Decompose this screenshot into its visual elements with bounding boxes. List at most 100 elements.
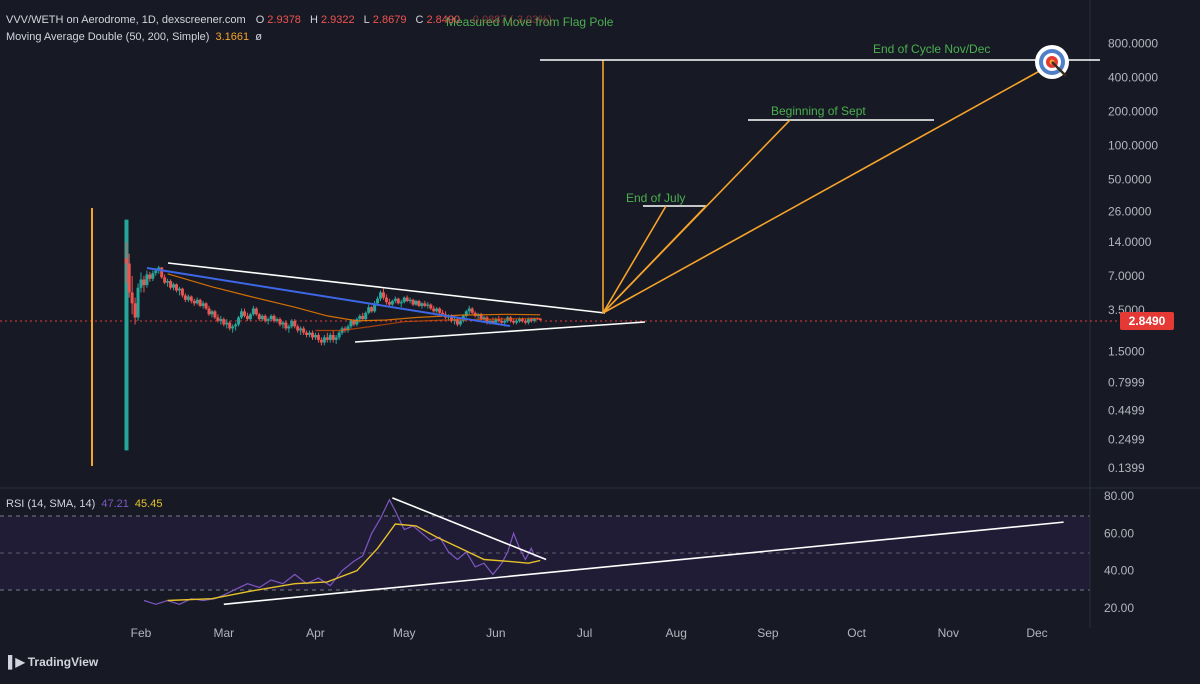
candle-body: [491, 320, 495, 323]
ma-legend[interactable]: Moving Average Double (50, 200, Simple) …: [6, 31, 265, 43]
candle-body: [396, 298, 400, 304]
ohlc-close: C 2.8490: [415, 14, 461, 26]
candle-body: [139, 279, 143, 288]
candle-body: [160, 267, 164, 278]
candle-body: [515, 320, 519, 323]
candle-body: [254, 308, 258, 315]
candle-body: [352, 320, 356, 325]
candle-body: [192, 300, 196, 304]
current-price-tag: 2.8490: [1120, 312, 1174, 330]
candle-body: [174, 284, 178, 291]
time-tick-label: Aug: [666, 626, 687, 640]
candles-layer: [124, 219, 542, 451]
candle-body: [308, 332, 312, 335]
candle-body: [464, 311, 468, 316]
candle-body: [133, 303, 137, 318]
candle-body: [201, 303, 205, 306]
candle-body: [331, 334, 335, 340]
candle-body: [251, 308, 255, 315]
rsi-tick-label: 40.00: [1104, 564, 1134, 578]
candle-body: [305, 332, 309, 335]
ma-legend-extra: ø: [255, 31, 262, 43]
candle-body: [136, 287, 140, 318]
candle-body: [231, 326, 235, 329]
candle-body: [373, 303, 377, 312]
annotation-flag-pole[interactable]: Measured Move from Flag Pole: [446, 15, 614, 29]
tradingview-brand: TradingView: [27, 655, 99, 669]
fan-line-beginning-sept[interactable]: [602, 119, 791, 314]
candle-body: [497, 319, 501, 321]
rsi-resistance-line[interactable]: [392, 497, 547, 561]
candle-body: [183, 295, 187, 300]
candle-body: [402, 297, 406, 303]
price-tick-label: 200.0000: [1108, 104, 1158, 118]
candle-body: [242, 311, 246, 316]
candle-body: [154, 270, 158, 274]
candle-body: [358, 315, 362, 320]
ohlc-change: -0.0887 (-3.03%): [469, 14, 552, 26]
candle-body: [384, 297, 388, 303]
rsi-axis[interactable]: 80.00 60.00 40.00 20.00: [1104, 489, 1134, 615]
price-tick-label: 100.0000: [1108, 138, 1158, 152]
candle-body: [225, 322, 229, 325]
wedge-upper-trendline[interactable]: [167, 262, 606, 314]
price-tick-label: 400.0000: [1108, 70, 1158, 84]
candle-body: [376, 298, 380, 304]
candle-body: [322, 337, 326, 343]
blue-trendline[interactable]: [146, 267, 511, 327]
candle-body: [349, 320, 353, 327]
candle-body: [529, 319, 533, 321]
fan-line-end-july-a[interactable]: [602, 205, 667, 314]
tradingview-logo[interactable]: ▌▶ TradingView: [8, 655, 98, 669]
candle-body: [405, 297, 409, 301]
candle-body: [151, 273, 155, 279]
candle-body: [488, 320, 492, 323]
candle-body: [177, 288, 181, 291]
candle-body: [316, 334, 320, 340]
candle-body: [399, 302, 403, 304]
rsi-line: [143, 498, 541, 605]
candle-body: [172, 284, 176, 288]
annotation-end-of-july[interactable]: End of July: [626, 191, 685, 205]
time-axis[interactable]: Feb Mar Apr May Jun Jul Aug Sep Oct Nov Dec: [131, 626, 1048, 640]
rsi-ma-legend-value: 45.45: [134, 498, 163, 510]
candle-body: [263, 315, 267, 321]
candle-body: [500, 320, 504, 323]
rsi-legend-label: RSI (14, SMA, 14): [6, 498, 96, 510]
candle-body: [163, 277, 167, 283]
candle-body: [189, 296, 193, 301]
candle-body: [441, 312, 445, 315]
price-tick-label: 7.0000: [1108, 269, 1145, 283]
price-tick-label: 26.0000: [1108, 204, 1152, 218]
ma-legend-label: Moving Average Double (50, 200, Simple): [6, 31, 210, 43]
target-bullseye-icon: [1035, 45, 1069, 79]
candle-body: [186, 296, 190, 300]
candle-body: [166, 281, 170, 283]
price-tick-label: 0.1399: [1108, 461, 1145, 475]
price-axis[interactable]: 800.0000 400.0000 200.0000 100.0000 50.0000 2…: [1108, 36, 1158, 475]
rsi-support-line[interactable]: [223, 521, 1064, 606]
candle-body: [245, 315, 249, 320]
candle-body: [313, 334, 317, 338]
candle-body: [124, 219, 129, 451]
annotation-end-of-cycle[interactable]: End of Cycle Nov/Dec: [873, 42, 990, 56]
candle-body: [328, 334, 332, 340]
wedge-lower-trendline[interactable]: [354, 321, 646, 343]
current-price-value: 2.8490: [1129, 314, 1166, 328]
candle-body: [148, 274, 152, 279]
symbol-legend[interactable]: VVV/WETH on Aerodrome, 1D, dexscreener.c…: [6, 14, 555, 26]
rsi-legend[interactable]: RSI (14, SMA, 14) 47.21 45.45: [6, 498, 165, 510]
candle-body: [311, 332, 315, 338]
candle-body: [290, 320, 294, 327]
candle-body: [213, 311, 217, 318]
fan-line-end-of-cycle[interactable]: [602, 67, 1046, 314]
annotation-beginning-sept[interactable]: Beginning of Sept: [771, 104, 866, 118]
candle-body: [526, 319, 530, 323]
candle-body: [432, 308, 436, 312]
candle-body: [467, 308, 471, 312]
candle-body: [479, 314, 483, 320]
candle-body: [367, 307, 371, 313]
candle-body: [240, 311, 244, 318]
candle-body: [346, 326, 350, 331]
